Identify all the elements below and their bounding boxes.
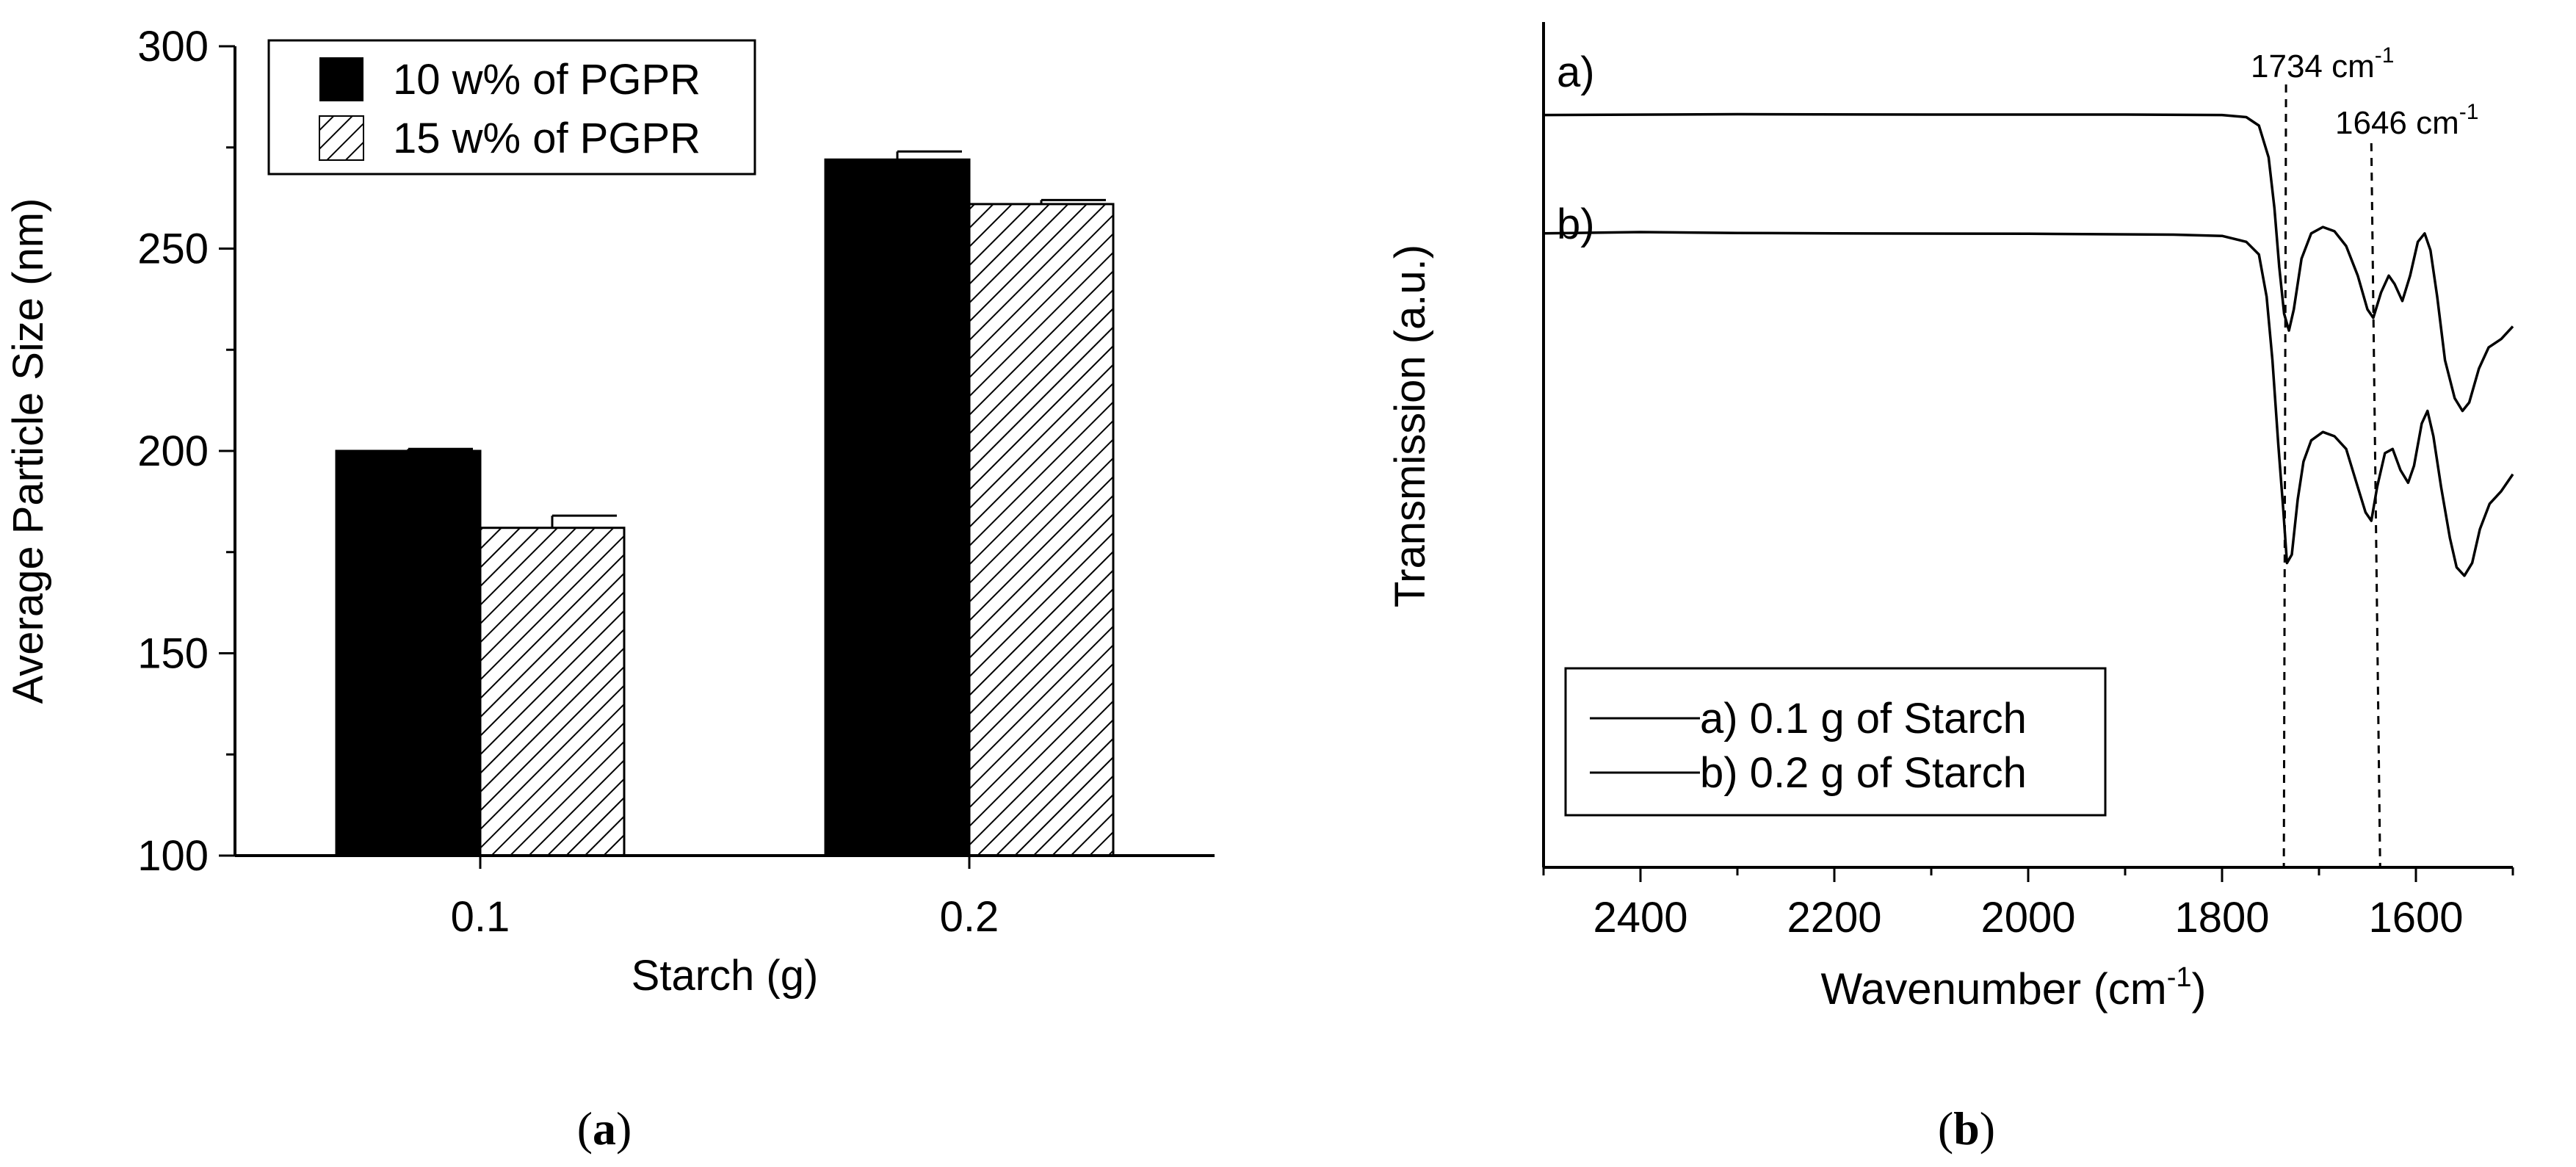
bar-15pct-0.1 <box>479 527 626 857</box>
spectrum-line-a <box>1543 112 2514 413</box>
marker-line-1646 <box>2370 142 2381 868</box>
bars-series-15 <box>479 203 1115 857</box>
legend-swatch-hatched <box>319 115 364 161</box>
curve-label-a: a) <box>1557 48 1595 96</box>
annotation-1646: 1646 cm-1 <box>2335 100 2478 141</box>
legend-label-10: 10 w% of PGPR <box>393 56 701 104</box>
bars-series-10 <box>335 158 971 857</box>
y-axis: 100 150 200 250 300 <box>137 23 236 880</box>
marker-line-1734 <box>2282 84 2287 868</box>
bar-10pct-0.2 <box>824 158 971 857</box>
x-axis-title-b: Wavenumber (cm-1) <box>1821 962 2207 1014</box>
x-axis-title: Starch (g) <box>632 952 819 1000</box>
spectrum-panel: 2400 2200 2000 1800 1600 Wavenumber (cm-1) T… <box>1386 22 2514 1155</box>
legend: 10 w% of PGPR 15 w% of PGPR <box>267 39 756 176</box>
y-tick-label-100: 100 <box>137 832 209 880</box>
bar-15pct-0.2 <box>968 203 1115 857</box>
y-axis-title: Average Particle Size (nm) <box>4 198 52 704</box>
x-axis: 0.1 0.2 <box>235 854 1215 941</box>
bar-10pct-0.1 <box>335 449 482 857</box>
legend-box-b <box>1564 667 2107 817</box>
legend-swatch-solid <box>319 57 363 101</box>
y-tick-label-200: 200 <box>137 427 209 475</box>
y-tick-label-150: 150 <box>137 630 209 678</box>
y-tick-label-250: 250 <box>137 225 209 273</box>
bar-chart-panel: 100 150 200 250 300 0.1 0.2 Starch (g) Avera… <box>4 23 1215 1155</box>
x-tick-label-b-2000: 2000 <box>1980 894 2075 942</box>
x-tick-label-b-1600: 1600 <box>2368 894 2463 942</box>
y-tick-label-300: 300 <box>137 23 209 71</box>
panel-label-b: (b) <box>1938 1102 1995 1155</box>
x-tick-label-b-1800: 1800 <box>2174 894 2269 942</box>
dashed-markers <box>2282 84 2381 868</box>
curve-label-b: b) <box>1557 200 1595 248</box>
x-tick-label-0.2: 0.2 <box>940 893 999 941</box>
x-tick-label-b-2400: 2400 <box>1593 894 1687 942</box>
x-ticks-b: 2400 2200 2000 1800 1600 <box>1542 867 2514 942</box>
legend-b: a) 0.1 g of Starch b) 0.2 g of Starch <box>1564 667 2107 817</box>
legend-label-b: b) 0.2 g of Starch <box>1700 749 2027 797</box>
error-bars <box>407 150 1106 528</box>
spectrum-line-b <box>1543 231 2514 577</box>
x-tick-label-0.1: 0.1 <box>451 893 510 941</box>
panel-label-a: (a) <box>577 1102 632 1155</box>
legend-label-15: 15 w% of PGPR <box>393 115 701 162</box>
x-tick-label-b-2200: 2200 <box>1787 894 1881 942</box>
annotation-1734: 1734 cm-1 <box>2251 43 2394 84</box>
spectrum-lines <box>1543 112 2514 577</box>
legend-label-a: a) 0.1 g of Starch <box>1700 695 2027 743</box>
y-ticks: 100 150 200 250 300 <box>137 23 235 880</box>
y-axis-title-b: Transmission (a.u.) <box>1386 245 1434 607</box>
